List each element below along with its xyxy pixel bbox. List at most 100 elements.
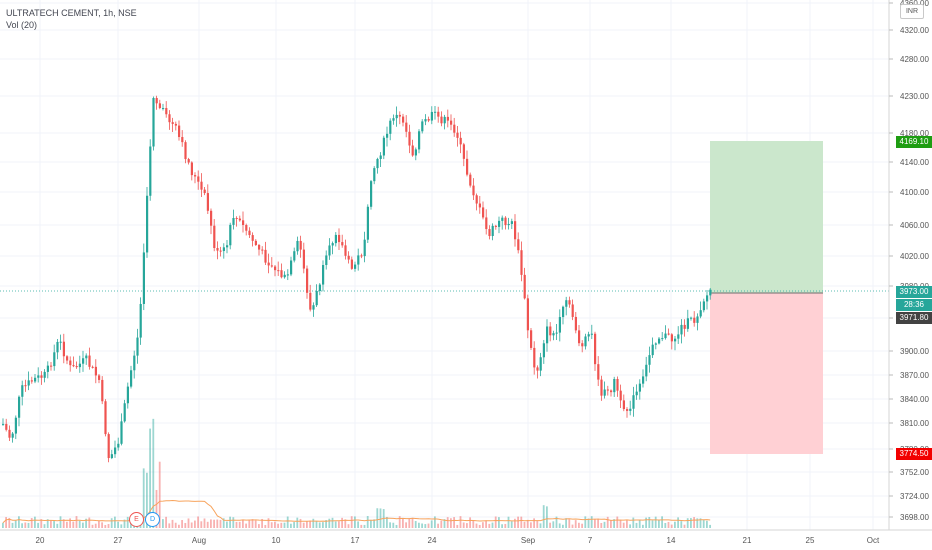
candle-body bbox=[526, 298, 529, 331]
volume-bar bbox=[670, 524, 673, 528]
volume-bar bbox=[238, 521, 241, 528]
candle-body bbox=[568, 300, 571, 305]
candle-body bbox=[187, 159, 190, 163]
volume-bar bbox=[501, 524, 503, 528]
volume-bar bbox=[565, 518, 567, 528]
candle-body bbox=[597, 364, 600, 380]
time-tick-label: 14 bbox=[667, 536, 676, 545]
time-axis[interactable]: 20 27 Aug 10 17 24 Sep 7 14 21 25 Oct bbox=[36, 536, 880, 545]
volume-bar bbox=[642, 524, 644, 528]
volume-bar bbox=[178, 524, 180, 528]
candle-body bbox=[664, 333, 667, 339]
volume-bar bbox=[344, 519, 347, 528]
volume-bar bbox=[2, 522, 4, 528]
candlestick-series[interactable] bbox=[2, 95, 712, 463]
candle-body bbox=[504, 217, 507, 226]
volume-bar bbox=[331, 517, 334, 528]
candle-body bbox=[146, 195, 149, 253]
candle-body bbox=[216, 248, 219, 251]
volume-bar bbox=[619, 519, 622, 528]
volume-bar bbox=[43, 524, 46, 528]
time-tick-label: 25 bbox=[806, 536, 815, 545]
earnings-event-icon[interactable]: E bbox=[129, 512, 144, 527]
candle-body bbox=[149, 146, 152, 196]
candle-body bbox=[642, 376, 645, 384]
currency-button[interactable]: INR bbox=[900, 4, 924, 19]
price-tick-label: 3840.00 bbox=[900, 395, 929, 404]
candle-body bbox=[402, 116, 405, 123]
volume-bar bbox=[533, 518, 535, 528]
volume-bar bbox=[59, 516, 62, 528]
price-tick-label: 3752.00 bbox=[900, 468, 929, 477]
volume-bar bbox=[174, 522, 177, 528]
candle-body bbox=[469, 174, 472, 186]
candle-body bbox=[133, 355, 136, 371]
candle-body bbox=[632, 395, 635, 409]
volume-bar bbox=[293, 522, 295, 528]
volume-indicator-label[interactable]: Vol (20) bbox=[6, 20, 38, 30]
candle-body bbox=[162, 108, 165, 110]
candle-body bbox=[392, 118, 395, 121]
volume-bar bbox=[376, 508, 379, 528]
volume-bar bbox=[504, 523, 507, 528]
volume-bar bbox=[184, 522, 187, 528]
symbol-title[interactable]: ULTRATECH CEMENT, 1h, NSE bbox=[6, 8, 137, 18]
candle-body bbox=[334, 234, 337, 244]
volume-bar bbox=[5, 517, 7, 528]
volume-bar bbox=[683, 524, 686, 528]
candle-body bbox=[373, 168, 376, 182]
dividend-event-icon[interactable]: D bbox=[145, 512, 160, 527]
volume-bar bbox=[267, 518, 270, 528]
candle-body bbox=[120, 421, 123, 444]
volume-bar bbox=[302, 522, 305, 528]
volume-bar bbox=[226, 521, 228, 528]
volume-bar bbox=[328, 518, 331, 528]
candle-body bbox=[318, 284, 321, 292]
candle-body bbox=[501, 217, 504, 221]
volume-bar bbox=[440, 520, 443, 528]
volume-bar bbox=[667, 521, 670, 528]
volume-bar bbox=[258, 524, 260, 528]
volume-bar bbox=[203, 518, 206, 528]
volume-bar bbox=[587, 518, 590, 528]
volume-bar bbox=[165, 516, 167, 528]
volume-bar bbox=[155, 489, 158, 528]
volume-bar bbox=[309, 520, 311, 528]
volume-bar bbox=[578, 522, 580, 528]
bar-countdown-tag: 28:36 bbox=[896, 299, 932, 311]
volume-bar bbox=[478, 524, 481, 528]
volume-bar bbox=[379, 508, 382, 528]
candle-body bbox=[299, 240, 302, 250]
volume-bar bbox=[536, 520, 539, 528]
volume-bar bbox=[264, 524, 267, 528]
price-axis[interactable]: 4360.004320.004280.004230.004180.004140.… bbox=[889, 0, 929, 522]
candle-body bbox=[629, 408, 632, 411]
volume-bar bbox=[674, 521, 676, 528]
candle-body bbox=[706, 295, 709, 302]
volume-bar bbox=[149, 428, 151, 528]
volume-bar bbox=[366, 516, 369, 528]
volume-bar bbox=[88, 517, 91, 528]
candle-body bbox=[312, 305, 315, 310]
target-zone[interactable] bbox=[710, 141, 823, 293]
candle-body bbox=[542, 343, 545, 358]
candle-body bbox=[555, 332, 558, 334]
volume-bar bbox=[549, 522, 551, 528]
volume-bar bbox=[30, 518, 33, 528]
candle-body bbox=[235, 218, 238, 220]
candle-body bbox=[123, 403, 126, 422]
candle-body bbox=[411, 145, 414, 156]
candle-body bbox=[360, 255, 363, 257]
volume-bar bbox=[171, 519, 174, 528]
stop-zone[interactable] bbox=[710, 293, 823, 454]
volume-bar bbox=[546, 506, 548, 528]
risk-reward-zones[interactable] bbox=[710, 141, 823, 454]
candle-body bbox=[40, 375, 43, 378]
volume-bar bbox=[552, 521, 555, 528]
volume-bar bbox=[402, 518, 404, 528]
volume-bar bbox=[37, 522, 39, 528]
volume-bar bbox=[574, 520, 577, 528]
candle-body bbox=[8, 429, 11, 438]
volume-bar bbox=[338, 521, 340, 528]
